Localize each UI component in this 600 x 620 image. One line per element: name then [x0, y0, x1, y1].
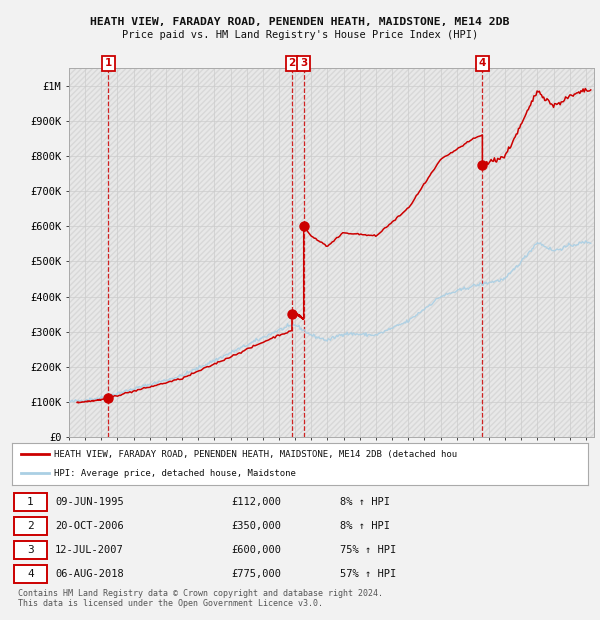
Text: 06-AUG-2018: 06-AUG-2018: [55, 569, 124, 579]
Text: 2: 2: [27, 521, 34, 531]
Text: 57% ↑ HPI: 57% ↑ HPI: [340, 569, 397, 579]
Text: 20-OCT-2006: 20-OCT-2006: [55, 521, 124, 531]
Text: Contains HM Land Registry data © Crown copyright and database right 2024.
This d: Contains HM Land Registry data © Crown c…: [18, 589, 383, 608]
Text: 09-JUN-1995: 09-JUN-1995: [55, 497, 124, 507]
Text: 12-JUL-2007: 12-JUL-2007: [55, 545, 124, 555]
Text: 8% ↑ HPI: 8% ↑ HPI: [340, 497, 391, 507]
Text: 1: 1: [27, 497, 34, 507]
Text: £600,000: £600,000: [231, 545, 281, 555]
Text: 75% ↑ HPI: 75% ↑ HPI: [340, 545, 397, 555]
Text: £775,000: £775,000: [231, 569, 281, 579]
Text: 3: 3: [27, 545, 34, 555]
Text: HPI: Average price, detached house, Maidstone: HPI: Average price, detached house, Maid…: [54, 469, 296, 478]
Text: Price paid vs. HM Land Registry's House Price Index (HPI): Price paid vs. HM Land Registry's House …: [122, 30, 478, 40]
Text: 2: 2: [288, 58, 296, 68]
Text: £350,000: £350,000: [231, 521, 281, 531]
Text: HEATH VIEW, FARADAY ROAD, PENENDEN HEATH, MAIDSTONE, ME14 2DB (detached hou: HEATH VIEW, FARADAY ROAD, PENENDEN HEATH…: [54, 450, 457, 459]
Text: £112,000: £112,000: [231, 497, 281, 507]
FancyBboxPatch shape: [14, 565, 47, 583]
Text: 8% ↑ HPI: 8% ↑ HPI: [340, 521, 391, 531]
Text: 4: 4: [27, 569, 34, 579]
FancyBboxPatch shape: [14, 516, 47, 535]
Text: 1: 1: [105, 58, 112, 68]
Text: 3: 3: [300, 58, 307, 68]
FancyBboxPatch shape: [14, 541, 47, 559]
Text: 4: 4: [479, 58, 486, 68]
FancyBboxPatch shape: [14, 493, 47, 511]
Text: HEATH VIEW, FARADAY ROAD, PENENDEN HEATH, MAIDSTONE, ME14 2DB: HEATH VIEW, FARADAY ROAD, PENENDEN HEATH…: [91, 17, 509, 27]
